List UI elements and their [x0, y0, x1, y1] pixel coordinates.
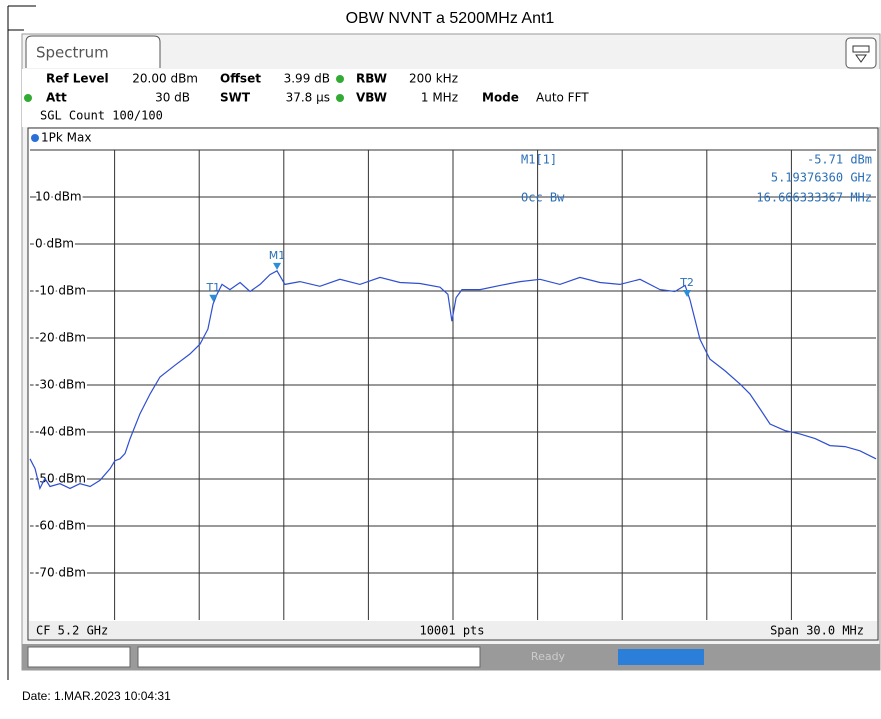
title: OBW NVNT a 5200MHz Ant1 [346, 10, 555, 27]
indicator [336, 75, 344, 83]
footer-row [29, 621, 877, 639]
y-tick-label: 0 dBm [35, 237, 74, 251]
y-tick-label: -40 dBm [35, 425, 86, 439]
setting: VBW [356, 91, 387, 105]
indicator [336, 94, 344, 102]
setting: SWT [220, 91, 251, 105]
icon [852, 45, 870, 63]
marker [683, 290, 692, 298]
icon-button[interactable] [845, 37, 877, 69]
marker [273, 262, 282, 270]
setting: Offset [220, 72, 261, 86]
setting: RBW [356, 72, 387, 86]
trace-dot [31, 134, 39, 142]
readout-marker: M1[1] [521, 153, 557, 167]
setting: Att [46, 91, 67, 105]
marker-label: M1 [269, 249, 286, 262]
marker [209, 294, 218, 302]
pts: 10001 pts [419, 624, 484, 638]
trace [29, 269, 877, 491]
date: Date: 1.MAR.2023 10:04:31 [22, 689, 171, 703]
setting: 1 MHz [421, 91, 458, 105]
readout-freq: 5.19376360 GHz [771, 171, 872, 185]
span: Span 30.0 MHz [770, 624, 864, 638]
setting: 37.8 µs [286, 91, 330, 105]
progress [618, 649, 704, 665]
readout-obw: 16.666333367 MHz [756, 191, 872, 205]
y-tick-label: -20 dBm [35, 331, 86, 345]
indicator [24, 94, 32, 102]
y-tick-label: -30 dBm [35, 378, 86, 392]
cf: CF 5.2 GHz [36, 624, 108, 638]
setting: 20.00 dBm [132, 72, 198, 86]
y-tick-label: -10 dBm [35, 284, 86, 298]
tab-label[interactable]: Spectrum [36, 44, 109, 62]
status-box [137, 646, 481, 668]
setting: 200 kHz [409, 72, 458, 86]
status-box [27, 646, 131, 668]
setting: Auto FFT [536, 91, 589, 105]
marker-label: T1 [205, 281, 220, 294]
y-tick-label: -60 dBm [35, 519, 86, 533]
settings: Ref Level 20.00 dBm Offset 3.99 dB RBW 200 kH… [24, 72, 589, 105]
plot: 10 dBm 0 dBm -10 dBm -20 dBm -30 dBm -40 dBm -… [29, 149, 877, 620]
y-tick-label: -70 dBm [35, 566, 86, 580]
setting: Ref Level [46, 72, 109, 86]
tab[interactable] [25, 35, 161, 68]
sgl-count: SGL Count 100/100 [40, 109, 163, 123]
trace-label: 1Pk Max [41, 131, 91, 145]
setting: Mode [482, 91, 519, 105]
setting: 30 dB [155, 91, 190, 105]
status: Ready [531, 650, 566, 663]
settings-bg [22, 69, 880, 127]
setting: 3.99 dB [284, 72, 330, 86]
readout-obw-label: Occ Bw [521, 191, 565, 205]
readout-level: -5.71 dBm [807, 153, 872, 167]
marker-label: T2 [679, 276, 694, 289]
y-tick-label: 10 dBm [35, 190, 82, 204]
